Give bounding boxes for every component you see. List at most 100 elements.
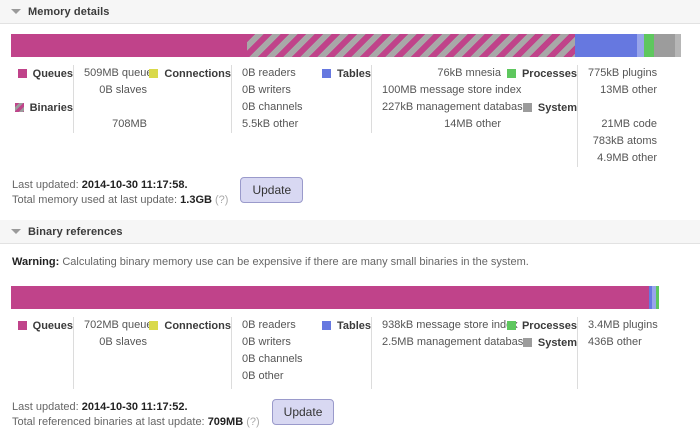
warning-label: Warning: xyxy=(12,256,60,268)
total-memory-value: 1.3GB xyxy=(180,194,212,206)
bar-segment-processes xyxy=(655,286,660,309)
update-button[interactable]: Update xyxy=(240,177,304,203)
bar-segment-tables-other xyxy=(652,286,656,309)
memory-page: Memory details xyxy=(0,0,700,428)
legend-values-connections: 0B readers 0B writers 0B channels 5.5kB … xyxy=(231,65,323,133)
warning-text: Calculating binary memory use can be exp… xyxy=(62,256,529,268)
legend-value: 775kB plugins xyxy=(588,67,658,79)
legend-value: 0B channels xyxy=(242,353,303,365)
legend-value: 0B slaves xyxy=(99,336,147,348)
legend-item-system: System xyxy=(511,334,577,351)
memory-bar-wrapper xyxy=(10,24,690,58)
legend-label-connections: Connections xyxy=(164,319,231,332)
legend-label-system: System xyxy=(537,336,577,349)
section-memory-details: Memory details xyxy=(0,0,700,220)
section-title: Binary references xyxy=(28,225,123,238)
legend-value: 436B other xyxy=(588,336,642,348)
last-updated-value: 2014-10-30 11:17:58. xyxy=(81,179,188,191)
legend-value: 0B other xyxy=(242,370,284,382)
legend-item-queues: Queues xyxy=(10,65,73,82)
memory-footer: Last updated: 2014-10-30 11:17:58. Total… xyxy=(10,167,690,220)
bar-segment-tables xyxy=(648,286,653,309)
legend-value: 0B readers xyxy=(242,67,296,79)
tables-swatch-icon xyxy=(321,69,331,78)
legend-label-queues: Queues xyxy=(32,319,73,332)
last-updated-label: Last updated: xyxy=(12,401,79,413)
bar-segment-tables-other xyxy=(637,34,645,57)
legend-group-tables: Tables 938kB message store index 2.5MB m… xyxy=(321,317,530,389)
chevron-down-icon[interactable] xyxy=(11,229,21,234)
binary-legend: Queues 702MB queues 0B slaves Connection… xyxy=(10,310,690,389)
legend-item-queues: Queues xyxy=(10,317,73,334)
legend-group-connections: Connections 0B readers 0B writers 0B cha… xyxy=(149,65,323,133)
bar-segment-system-other xyxy=(675,34,682,57)
legend-value: 0B channels xyxy=(242,101,303,113)
legend-values-connections: 0B readers 0B writers 0B channels 0B oth… xyxy=(231,317,323,389)
bar-segment-binaries xyxy=(246,34,576,57)
legend-values-queues: 702MB queues 0B slaves xyxy=(73,317,158,389)
update-button[interactable]: Update xyxy=(271,399,335,425)
legend-item-processes: Processes xyxy=(506,65,577,82)
binary-footer-text: Last updated: 2014-10-30 11:17:52. Total… xyxy=(12,399,260,430)
legend-value: 3.4MB plugins xyxy=(588,319,658,331)
section-title: Memory details xyxy=(28,5,110,18)
legend-item-system: System xyxy=(511,99,577,116)
legend-item-tables: Tables xyxy=(321,65,371,82)
legend-value: 702MB queues xyxy=(84,319,158,331)
queues-swatch-icon xyxy=(17,69,27,78)
system-swatch-icon xyxy=(522,103,532,112)
bar-segment-system xyxy=(653,34,676,57)
legend-label-tables: Tables xyxy=(336,67,371,80)
legend-value: 509MB queues xyxy=(84,67,158,79)
total-binaries-label: Total referenced binaries at last update… xyxy=(12,416,205,428)
legend-values-tables: 938kB message store index 2.5MB manageme… xyxy=(371,317,530,389)
legend-value: 783kB atoms xyxy=(592,135,657,147)
legend-value: 13MB other xyxy=(600,84,657,96)
total-binaries-value: 709MB xyxy=(207,416,244,428)
legend-group-tables: Tables 76kB mnesia 100MB message store i… xyxy=(321,65,529,133)
chevron-down-icon[interactable] xyxy=(11,9,21,14)
legend-value: 21MB code xyxy=(601,118,657,130)
section-header-binary-references[interactable]: Binary references xyxy=(0,220,700,244)
legend-value: 227kB management database xyxy=(382,101,529,113)
legend-values-processes-system: 3.4MB plugins 436B other xyxy=(577,317,667,389)
system-swatch-icon xyxy=(522,338,532,347)
legend-label-processes: Processes xyxy=(521,319,577,332)
legend-value xyxy=(84,99,147,116)
last-updated-value: 2014-10-30 11:17:52. xyxy=(81,401,188,413)
legend-label-queues: Queues xyxy=(32,67,73,80)
legend-value: 0B writers xyxy=(242,84,291,96)
legend-item-binaries: Binaries xyxy=(10,99,73,116)
binary-bar-wrapper xyxy=(10,276,690,310)
queues-swatch-icon xyxy=(17,321,27,330)
legend-group-connections: Connections 0B readers 0B writers 0B cha… xyxy=(149,317,323,389)
total-memory-label: Total memory used at last update: xyxy=(12,194,178,206)
section-binary-references: Binary references Warning: Calculating b… xyxy=(0,220,700,442)
legend-item-connections: Connections xyxy=(149,317,231,334)
connections-swatch-icon xyxy=(149,321,159,330)
last-updated-label: Last updated: xyxy=(12,179,79,191)
legend-value: 938kB message store index xyxy=(382,319,518,331)
memory-legend: Queues Binaries 509MB queues 0B slaves 7… xyxy=(10,58,690,167)
memory-footer-text: Last updated: 2014-10-30 11:17:58. Total… xyxy=(12,177,228,208)
bar-segment-queues xyxy=(11,286,649,309)
help-icon[interactable]: (?) xyxy=(215,194,229,206)
legend-item-connections: Connections xyxy=(149,65,231,82)
memory-usage-bar xyxy=(10,33,690,58)
binary-usage-bar xyxy=(10,285,690,310)
legend-value: 4.9MB other xyxy=(597,152,657,164)
legend-value xyxy=(588,99,657,116)
legend-value: 2.5MB management database xyxy=(382,336,530,348)
bar-segment-tables xyxy=(575,34,638,57)
legend-value: 76kB mnesia xyxy=(437,67,501,79)
binary-footer: Last updated: 2014-10-30 11:17:52. Total… xyxy=(10,389,690,442)
tables-swatch-icon xyxy=(321,321,331,330)
legend-values-processes-system: 775kB plugins 13MB other 21MB code 783kB… xyxy=(577,65,667,167)
legend-value: 708MB xyxy=(112,118,147,130)
help-icon[interactable]: (?) xyxy=(246,416,260,428)
connections-swatch-icon xyxy=(149,69,159,78)
legend-label-processes: Processes xyxy=(521,67,577,80)
legend-value: 0B slaves xyxy=(99,84,147,96)
warning-message: Warning: Calculating binary memory use c… xyxy=(10,244,690,276)
section-header-memory-details[interactable]: Memory details xyxy=(0,0,700,24)
